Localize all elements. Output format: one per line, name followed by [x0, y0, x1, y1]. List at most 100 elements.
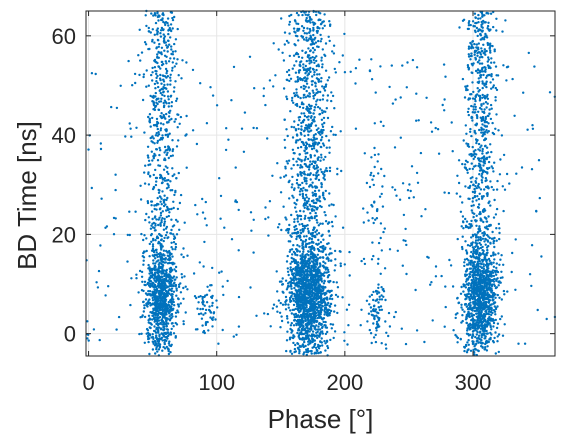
- data-point: [302, 186, 305, 190]
- data-point: [284, 303, 287, 306]
- data-point: [298, 345, 301, 348]
- data-point: [276, 310, 279, 313]
- data-point: [161, 295, 164, 298]
- data-point: [315, 29, 319, 33]
- data-point: [469, 58, 472, 61]
- data-point: [285, 315, 289, 318]
- data-point: [174, 50, 177, 53]
- data-point: [174, 191, 177, 194]
- data-point: [298, 190, 302, 193]
- data-point: [472, 348, 475, 352]
- data-point: [142, 75, 145, 79]
- data-point: [300, 102, 304, 106]
- data-point: [161, 190, 164, 193]
- data-point: [481, 86, 484, 90]
- data-point: [330, 91, 333, 94]
- data-point: [502, 289, 506, 293]
- data-point: [156, 350, 159, 353]
- data-point: [285, 70, 289, 74]
- data-point: [167, 39, 170, 43]
- data-point: [313, 321, 316, 324]
- data-point: [289, 248, 292, 252]
- data-point: [294, 141, 298, 144]
- data-point: [476, 116, 479, 120]
- data-point: [159, 73, 162, 77]
- data-point: [298, 223, 301, 226]
- data-point: [172, 90, 176, 93]
- data-point: [316, 221, 319, 224]
- data-point: [157, 188, 160, 192]
- data-point: [308, 219, 311, 222]
- data-point: [313, 167, 316, 170]
- data-point: [478, 88, 481, 92]
- data-point: [497, 252, 500, 255]
- data-point: [476, 34, 479, 38]
- data-point: [315, 348, 318, 352]
- data-point: [467, 283, 470, 287]
- data-point: [159, 304, 163, 308]
- data-point: [309, 160, 312, 163]
- data-point: [166, 17, 170, 20]
- data-point: [301, 338, 304, 341]
- data-point: [303, 149, 306, 153]
- data-point: [152, 274, 155, 277]
- data-point: [311, 186, 314, 189]
- data-point: [466, 171, 469, 174]
- data-point: [142, 263, 145, 266]
- data-point: [476, 236, 480, 239]
- data-point: [151, 302, 154, 306]
- data-point: [306, 268, 309, 272]
- data-point: [474, 257, 478, 260]
- data-point: [160, 203, 163, 206]
- data-point: [483, 294, 487, 297]
- data-point: [307, 216, 310, 220]
- data-point: [467, 27, 470, 31]
- data-point: [298, 27, 301, 31]
- data-point: [157, 274, 160, 277]
- data-point: [486, 97, 490, 101]
- data-point: [327, 309, 330, 312]
- data-point: [161, 320, 164, 323]
- data-point: [170, 287, 174, 290]
- data-point: [307, 343, 310, 346]
- data-point: [166, 331, 170, 334]
- data-point: [491, 121, 494, 125]
- data-point: [314, 103, 318, 106]
- data-point: [305, 306, 308, 309]
- data-point: [495, 279, 498, 282]
- data-point: [495, 286, 499, 289]
- data-point: [328, 20, 331, 23]
- data-point: [312, 257, 315, 260]
- data-point: [329, 338, 332, 342]
- data-point: [328, 273, 331, 277]
- data-point: [474, 30, 477, 34]
- data-point: [286, 227, 289, 231]
- data-point: [285, 299, 288, 303]
- data-point: [290, 213, 293, 217]
- data-point: [156, 236, 160, 240]
- data-point: [160, 51, 163, 54]
- data-point: [309, 297, 312, 300]
- data-point: [301, 252, 304, 256]
- data-point: [165, 249, 168, 253]
- data-point: [493, 61, 496, 64]
- data-point: [284, 165, 287, 168]
- data-point: [481, 152, 484, 155]
- data-point: [485, 332, 489, 335]
- data-point: [313, 192, 317, 196]
- data-point: [169, 95, 172, 98]
- data-point: [309, 271, 312, 275]
- data-point: [169, 331, 172, 334]
- data-point: [288, 23, 291, 26]
- data-point: [312, 273, 315, 277]
- data-point: [494, 331, 497, 334]
- data-point: [495, 239, 498, 242]
- data-point: [139, 198, 143, 201]
- data-point: [308, 31, 311, 34]
- data-point: [165, 231, 169, 234]
- data-point: [302, 130, 306, 133]
- data-point: [170, 252, 173, 256]
- data-point: [169, 23, 173, 26]
- data-point: [310, 280, 313, 283]
- data-point: [160, 243, 163, 246]
